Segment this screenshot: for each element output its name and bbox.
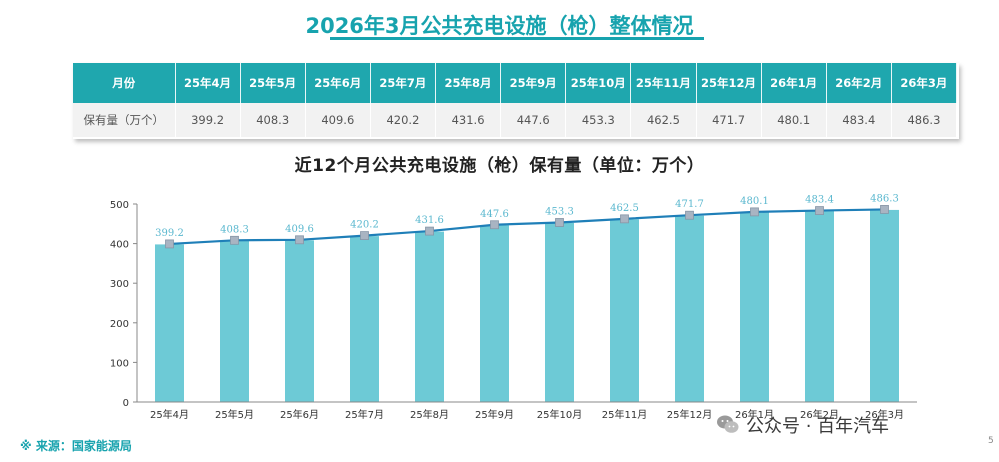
data-label: 480.1 bbox=[740, 196, 769, 207]
line-point bbox=[555, 218, 564, 227]
data-label: 408.3 bbox=[220, 224, 249, 235]
table-row: 保有量（万个） 399.2 408.3 409.6 420.2 431.6 44… bbox=[73, 103, 958, 137]
x-tick-label: 25年4月 bbox=[150, 408, 189, 421]
title-underline bbox=[330, 37, 704, 40]
data-label: 471.7 bbox=[675, 199, 704, 210]
x-tick-label: 26年3月 bbox=[865, 408, 904, 421]
wechat-icon bbox=[717, 415, 739, 433]
table-header-cell: 25年6月 bbox=[305, 63, 371, 103]
bar bbox=[869, 208, 900, 403]
table-cell: 408.3 bbox=[240, 103, 306, 137]
x-tick-label: 25年8月 bbox=[410, 408, 449, 421]
table-header-cell: 25年12月 bbox=[696, 63, 762, 103]
account-credit: 公众号 · 百年汽车 bbox=[716, 412, 889, 438]
bar bbox=[349, 235, 380, 403]
table-header-cell: 25年8月 bbox=[435, 63, 502, 103]
x-tick-label: 25年7月 bbox=[345, 408, 384, 421]
data-table-container: 月份 25年4月 25年5月 25年6月 25年7月 25年8月 25年9月 2… bbox=[73, 63, 959, 139]
bar bbox=[739, 211, 770, 403]
bar bbox=[544, 221, 575, 403]
y-tick-label: 200 bbox=[110, 319, 129, 330]
line-point bbox=[490, 220, 499, 230]
data-label: 462.5 bbox=[610, 203, 639, 214]
x-tick-label: 25年5月 bbox=[215, 408, 254, 421]
y-tick-label: 0 bbox=[123, 398, 129, 409]
table-header-cell: 25年9月 bbox=[500, 63, 567, 103]
table-cell: 480.1 bbox=[761, 103, 827, 137]
chart-title: 近12个月公共充电设施（枪）保有量（单位：万个） bbox=[294, 156, 705, 176]
x-tick-label: 25年6月 bbox=[280, 408, 319, 421]
table-cell: 483.4 bbox=[826, 103, 892, 137]
table-header-cell: 25年11月 bbox=[630, 63, 697, 103]
table-header-row: 月份 25年4月 25年5月 25年6月 25年7月 25年8月 25年9月 2… bbox=[73, 63, 958, 103]
bar bbox=[219, 239, 250, 403]
table-row-value-label: 保有量（万个） bbox=[73, 103, 176, 137]
bar bbox=[674, 214, 705, 403]
table-header-cell: 25年10月 bbox=[565, 63, 632, 103]
table-cell: 462.5 bbox=[630, 103, 697, 137]
line-point bbox=[230, 235, 239, 245]
y-tick-label: 300 bbox=[110, 279, 129, 290]
table-cell: 399.2 bbox=[175, 103, 241, 137]
line-point bbox=[360, 231, 369, 241]
line-point bbox=[620, 214, 629, 224]
table-cell: 486.3 bbox=[891, 103, 958, 137]
line-point bbox=[685, 210, 694, 220]
table-header-cell: 26年2月 bbox=[826, 63, 892, 103]
x-tick-label: 26年2月 bbox=[800, 408, 839, 421]
table-header-month-label: 月份 bbox=[73, 63, 176, 103]
line-point bbox=[165, 239, 174, 249]
x-tick-label: 25年9月 bbox=[475, 408, 514, 421]
bar bbox=[804, 210, 835, 403]
table-cell: 447.6 bbox=[500, 103, 567, 137]
table-header-cell: 26年1月 bbox=[761, 63, 827, 103]
table-cell: 431.6 bbox=[435, 103, 502, 137]
table-cell: 471.7 bbox=[696, 103, 762, 137]
bar bbox=[154, 243, 185, 403]
table-cell: 453.3 bbox=[565, 103, 632, 137]
data-label: 431.6 bbox=[415, 215, 444, 226]
x-tick-label: 25年10月 bbox=[537, 408, 582, 421]
data-label: 399.2 bbox=[155, 228, 184, 239]
series-line bbox=[169, 208, 885, 246]
data-label: 483.4 bbox=[805, 195, 834, 206]
table-cell: 409.6 bbox=[305, 103, 371, 137]
table-header-cell: 25年4月 bbox=[175, 63, 241, 103]
table-header-cell: 26年3月 bbox=[891, 63, 958, 103]
data-table: 月份 25年4月 25年5月 25年6月 25年7月 25年8月 25年9月 2… bbox=[73, 63, 958, 137]
data-label: 409.6 bbox=[285, 224, 314, 235]
bar bbox=[479, 224, 510, 403]
data-label: 486.3 bbox=[870, 193, 899, 204]
page-number: 5 bbox=[988, 436, 994, 446]
table-header-cell: 25年5月 bbox=[240, 63, 306, 103]
table-cell: 420.2 bbox=[370, 103, 437, 137]
bar bbox=[414, 230, 445, 403]
data-label: 420.2 bbox=[350, 220, 379, 231]
page-title: 2026年3月公共充电设施（枪）整体情况 bbox=[305, 14, 694, 38]
bar bbox=[609, 218, 640, 403]
table-header-cell: 25年7月 bbox=[370, 63, 437, 103]
line-point bbox=[815, 206, 824, 215]
line-point bbox=[425, 226, 434, 236]
y-tick-label: 400 bbox=[110, 240, 129, 251]
source-note: ※ 来源：国家能源局 bbox=[20, 439, 132, 453]
data-label: 453.3 bbox=[545, 206, 574, 217]
y-tick-label: 100 bbox=[110, 358, 129, 369]
credit-text: 公众号 · 百年汽车 bbox=[746, 416, 890, 437]
y-tick-label: 500 bbox=[110, 200, 129, 211]
line-point bbox=[295, 235, 304, 245]
x-tick-label: 25年11月 bbox=[602, 408, 647, 421]
x-tick-label: 25年12月 bbox=[667, 408, 712, 421]
line-point bbox=[880, 205, 889, 214]
data-label: 447.6 bbox=[480, 209, 509, 220]
x-tick-label: 26年1月 bbox=[735, 408, 774, 421]
line-point bbox=[750, 207, 759, 217]
bar bbox=[284, 239, 315, 403]
